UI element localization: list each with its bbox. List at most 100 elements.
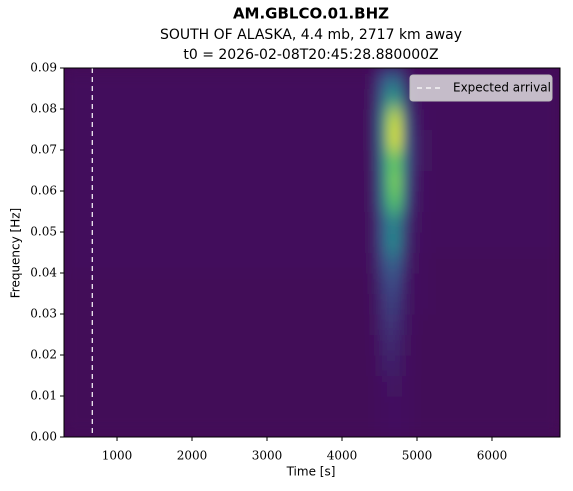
heatmap-cell [386, 211, 395, 233]
heatmap-cell [409, 109, 418, 130]
heatmap-cell [431, 170, 560, 192]
heatmap-cell [371, 150, 380, 171]
heatmap-cell [401, 88, 410, 110]
heatmap-cell [371, 232, 380, 253]
y-tick-label: 0.01 [30, 389, 57, 403]
heatmap-cell [386, 334, 395, 356]
heatmap-cell [394, 375, 403, 397]
heatmap-cell [64, 314, 373, 335]
heatmap-cell [386, 191, 395, 212]
heatmap-cell [394, 252, 403, 274]
heatmap-cell [386, 252, 395, 274]
heatmap-cell [401, 273, 410, 294]
heatmap-cell [409, 211, 418, 233]
heatmap-cell [409, 314, 418, 335]
heatmap-cell [394, 396, 403, 417]
heatmap-cell [64, 191, 373, 212]
heatmap-cell [64, 416, 373, 437]
heatmap-cell [394, 232, 403, 253]
heatmap-cell [409, 355, 418, 376]
heatmap-cell [431, 191, 560, 212]
heatmap-cell [401, 252, 410, 274]
heatmap-cell [401, 150, 410, 171]
heatmap-cell [409, 375, 418, 397]
heatmap-cell [371, 252, 380, 274]
heatmap-cell [371, 314, 380, 335]
heatmap-cell [409, 170, 418, 192]
heatmap-cell [416, 314, 433, 335]
heatmap-cell [379, 150, 388, 171]
heatmap-cell [401, 232, 410, 253]
heatmap-cell [394, 211, 403, 233]
heatmap-cell [64, 170, 373, 192]
heatmap-cell [386, 375, 395, 397]
heatmap-cell [386, 88, 395, 110]
heatmap-cell [409, 334, 418, 356]
heatmap-cell [416, 211, 433, 233]
heatmap-cell [371, 211, 380, 233]
x-tick-label: 1000 [102, 449, 133, 463]
x-axis-label: Time [s] [286, 465, 336, 479]
heatmap-cell [379, 375, 388, 397]
heatmap-cell [371, 416, 380, 437]
heatmap-cell [371, 68, 380, 89]
heatmap-cell [379, 109, 388, 130]
heatmap-cell [371, 109, 380, 130]
heatmap-cell [394, 334, 403, 356]
heatmap-cell [64, 375, 373, 397]
heatmap-cell [409, 273, 418, 294]
heatmap-cell [386, 129, 395, 151]
heatmap-cell [409, 129, 418, 151]
y-tick-label: 0.00 [30, 430, 57, 444]
heatmap-cell [409, 150, 418, 171]
y-tick-label: 0.04 [30, 266, 57, 280]
heatmap-cell [409, 416, 418, 437]
heatmap-cell [416, 273, 433, 294]
heatmap-cell [401, 170, 410, 192]
heatmap-cell [64, 293, 373, 315]
heatmap-cell [371, 129, 380, 151]
heatmap-cell [379, 170, 388, 192]
heatmap-cell [401, 375, 410, 397]
heatmap-cell [379, 129, 388, 151]
heatmap-cell [401, 68, 410, 89]
heatmap-cell [394, 68, 403, 89]
legend-label: Expected arrival [453, 81, 551, 95]
heatmap-cell [394, 314, 403, 335]
heatmap-cell [394, 170, 403, 192]
heatmap-cell [401, 314, 410, 335]
heatmap-cell [371, 88, 380, 110]
heatmap-cell [394, 88, 403, 110]
heatmap-cell [431, 396, 560, 417]
x-tick-label: 4000 [327, 449, 358, 463]
heatmap-cell [431, 375, 560, 397]
heatmap-cell [379, 396, 388, 417]
heatmap-cells [64, 68, 560, 437]
heatmap-cell [394, 191, 403, 212]
heatmap-cell [394, 150, 403, 171]
heatmap-cell [416, 232, 433, 253]
heatmap-cell [386, 293, 395, 315]
heatmap-cell [64, 273, 373, 294]
heatmap-cell [379, 314, 388, 335]
heatmap-cell [394, 129, 403, 151]
heatmap-cell [379, 355, 388, 376]
heatmap-cell [431, 129, 560, 151]
heatmap-cell [431, 252, 560, 274]
heatmap-cell [431, 334, 560, 356]
heatmap-cell [64, 150, 373, 171]
heatmap-cell [371, 355, 380, 376]
heatmap-cell [371, 273, 380, 294]
heatmap-cell [379, 232, 388, 253]
heatmap-cell [401, 293, 410, 315]
chart-subtitle: t0 = 2026-02-08T20:45:28.880000Z [183, 47, 438, 63]
heatmap-cell [64, 211, 373, 233]
heatmap-cell [416, 334, 433, 356]
overlay: 1000 2000 3000 4000 5000 6000 0.00 0.01 0.02 0.03… [30, 61, 561, 463]
heatmap-cell [371, 334, 380, 356]
heatmap-cell [401, 334, 410, 356]
heatmap-cell [379, 252, 388, 274]
heatmap-cell [371, 396, 380, 417]
heatmap [64, 68, 560, 437]
